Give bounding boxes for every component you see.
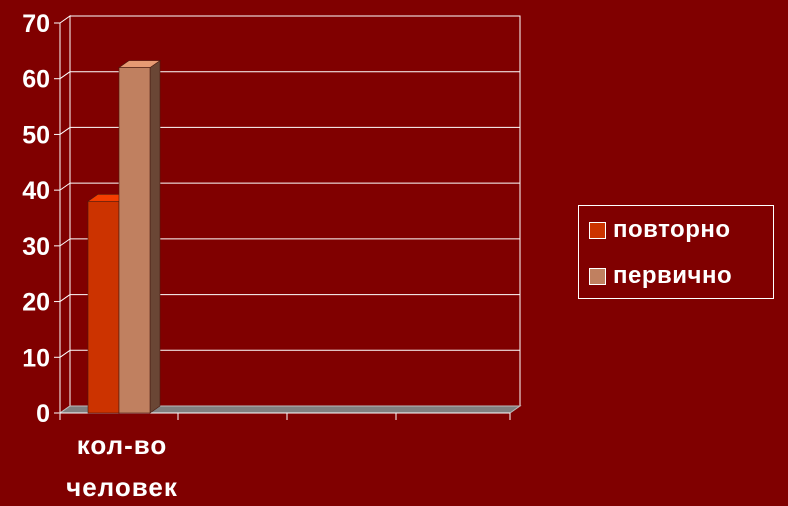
x-category-label: кол-во bbox=[77, 430, 168, 460]
legend-swatch-povtorno bbox=[589, 221, 606, 239]
legend-swatch-pervichno bbox=[589, 267, 606, 285]
y-tick-label: 0 bbox=[36, 400, 50, 428]
bar-side-pervichno bbox=[149, 59, 161, 414]
y-tick-label: 50 bbox=[22, 121, 50, 149]
y-tick-label: 20 bbox=[22, 289, 50, 317]
chart-legend: повторно первично bbox=[578, 205, 774, 299]
gridline-wall bbox=[59, 127, 71, 135]
legend-item-povtorno: повторно bbox=[589, 216, 731, 244]
y-tick-label: 10 bbox=[22, 344, 50, 372]
bar-pervichno bbox=[118, 67, 151, 414]
gridline-wall bbox=[59, 349, 71, 358]
y-tick-label: 60 bbox=[22, 66, 50, 94]
y-tick-label: 40 bbox=[22, 177, 50, 205]
gridline-wall bbox=[59, 71, 71, 80]
gridline-wall bbox=[59, 238, 71, 247]
legend-label-povtorno: повторно bbox=[613, 216, 731, 243]
gridline-wall bbox=[59, 294, 71, 302]
legend-item-pervichno: первично bbox=[589, 262, 732, 290]
gridline-wall bbox=[59, 182, 71, 191]
y-tick-label: 30 bbox=[22, 233, 50, 261]
legend-label-pervichno: первично bbox=[613, 262, 733, 289]
x-category-label: человек bbox=[66, 472, 178, 501]
bar-povtorno bbox=[87, 200, 120, 414]
y-tick-label: 70 bbox=[22, 10, 50, 38]
